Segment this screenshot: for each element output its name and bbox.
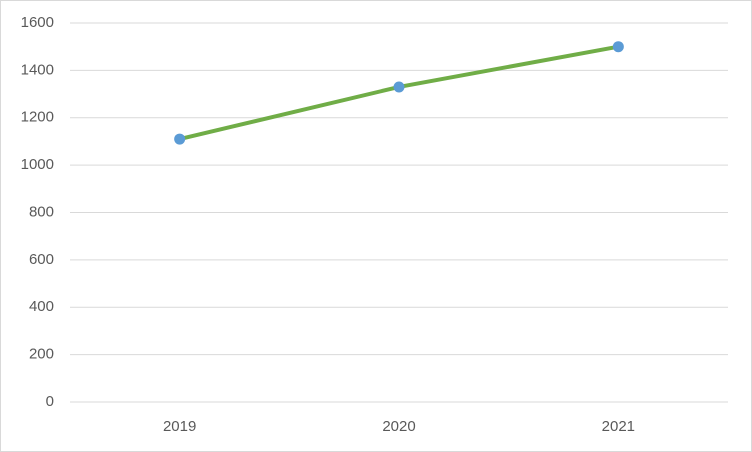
y-tick-label: 400 — [29, 298, 54, 315]
y-tick-label: 200 — [29, 346, 54, 363]
data-point — [393, 81, 405, 93]
data-point — [174, 133, 186, 145]
y-tick-label: 1000 — [21, 156, 54, 173]
data-point — [612, 41, 624, 53]
x-tick-label: 2019 — [163, 418, 196, 435]
y-tick-label: 1600 — [21, 14, 54, 31]
y-tick-label: 1400 — [21, 61, 54, 78]
y-tick-label: 0 — [46, 393, 54, 410]
x-tick-label: 2020 — [382, 418, 415, 435]
y-tick-label: 1200 — [21, 109, 54, 126]
y-tick-label: 800 — [29, 203, 54, 220]
y-tick-label: 600 — [29, 251, 54, 268]
x-tick-label: 2021 — [602, 418, 635, 435]
